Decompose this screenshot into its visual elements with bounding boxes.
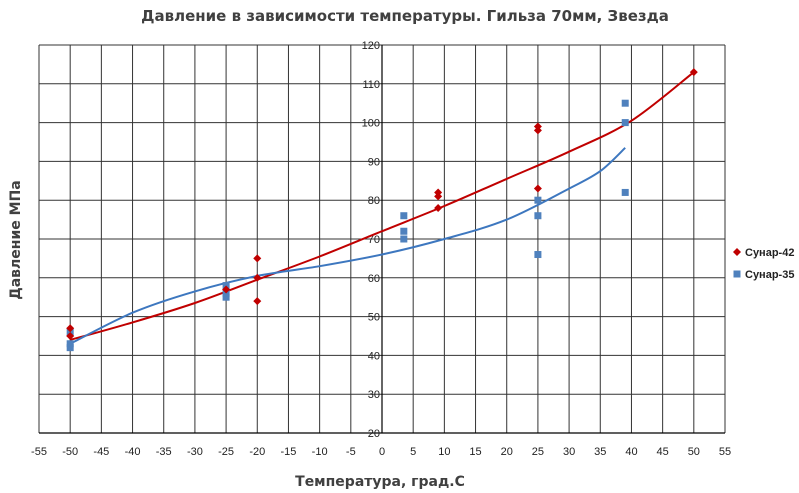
x-tick-labels: -55 -50 -45 -40 -35 -30 -25 -20 -15 -10 -5 0 5 10 15 20… xyxy=(31,446,731,458)
y-tick-label: 80 xyxy=(368,195,380,207)
legend-marker-series-2 xyxy=(733,270,741,278)
trendline-series-1 xyxy=(69,71,695,341)
data-point-series-2 xyxy=(621,99,629,107)
legend: Сунар-42 Сунар-35 xyxy=(733,247,794,281)
x-tick-label: 10 xyxy=(438,446,450,458)
x-tick-label: 50 xyxy=(688,446,700,458)
data-point-series-2 xyxy=(534,212,542,220)
x-tick-label: 5 xyxy=(410,446,416,458)
data-point-series-2 xyxy=(400,235,408,243)
y-tick-label: 50 xyxy=(368,312,380,324)
y-tick-label: 100 xyxy=(362,118,380,130)
y-axis-title: Давление МПа xyxy=(8,180,24,299)
data-point-series-1 xyxy=(253,273,262,282)
data-point-series-1 xyxy=(222,285,231,294)
data-point-series-1 xyxy=(689,68,698,77)
y-tick-label: 30 xyxy=(368,389,380,401)
data-point-series-2 xyxy=(222,293,230,301)
x-tick-label: 55 xyxy=(719,446,731,458)
x-tick-label: 25 xyxy=(532,446,544,458)
legend-marker-series-1 xyxy=(733,248,741,256)
data-point-series-1 xyxy=(434,203,443,212)
data-point-series-2 xyxy=(621,188,629,196)
y-tick-label: 60 xyxy=(368,273,380,285)
data-point-series-2 xyxy=(66,344,74,352)
x-tick-label: -25 xyxy=(218,446,234,458)
data-point-series-2 xyxy=(66,340,74,348)
data-point-series-1 xyxy=(533,126,542,135)
x-tick-label: -40 xyxy=(125,446,141,458)
legend-label-series-1: Сунар-42 xyxy=(745,247,794,259)
data-point-series-2 xyxy=(534,196,542,204)
data-point-series-1 xyxy=(66,324,75,333)
x-tick-label: 45 xyxy=(657,446,669,458)
data-point-series-2 xyxy=(534,251,542,259)
x-tick-label: 20 xyxy=(501,446,513,458)
x-tick-label: -15 xyxy=(281,446,297,458)
x-tick-label: 15 xyxy=(469,446,481,458)
x-tick-label: 30 xyxy=(563,446,575,458)
axes xyxy=(39,45,725,434)
legend-label-series-2: Сунар-35 xyxy=(745,269,794,281)
data-point-series-1 xyxy=(66,332,75,340)
y-tick-label: 110 xyxy=(362,79,380,91)
x-tick-label: -45 xyxy=(93,446,109,458)
trendline-series-2 xyxy=(69,147,626,345)
x-tick-label: 40 xyxy=(625,446,637,458)
data-point-series-1 xyxy=(253,297,262,306)
x-axis-title: Температура, град.С xyxy=(295,474,465,490)
data-point-series-2 xyxy=(400,212,408,220)
y-tick-label: 20 xyxy=(368,428,380,440)
x-tick-label: -55 xyxy=(31,446,47,458)
data-point-series-1 xyxy=(434,192,443,201)
y-tick-label: 40 xyxy=(368,350,380,362)
data-point-series-1 xyxy=(533,184,542,193)
y-tick-label: 120 xyxy=(362,40,380,52)
x-tick-label: 35 xyxy=(594,446,606,458)
chart-title: Давление в зависимости температуры. Гиль… xyxy=(141,7,669,25)
y-tick-label: 70 xyxy=(368,234,380,246)
x-tick-label: -50 xyxy=(62,446,78,458)
x-tick-label: -10 xyxy=(312,446,328,458)
data-point-series-1 xyxy=(253,254,262,263)
y-tick-label: 90 xyxy=(368,156,380,168)
x-tick-label: -5 xyxy=(346,446,356,458)
trendlines xyxy=(69,71,695,345)
x-tick-label: -30 xyxy=(187,446,203,458)
data-point-series-2 xyxy=(400,227,408,235)
y-tick-labels: 20 30 40 50 60 70 80 90 100 110 120 xyxy=(362,40,380,440)
x-tick-label: 0 xyxy=(379,446,385,458)
data-points xyxy=(66,68,698,352)
x-tick-label: -20 xyxy=(249,446,265,458)
x-tick-label: -35 xyxy=(156,446,172,458)
data-point-series-2 xyxy=(621,119,629,127)
